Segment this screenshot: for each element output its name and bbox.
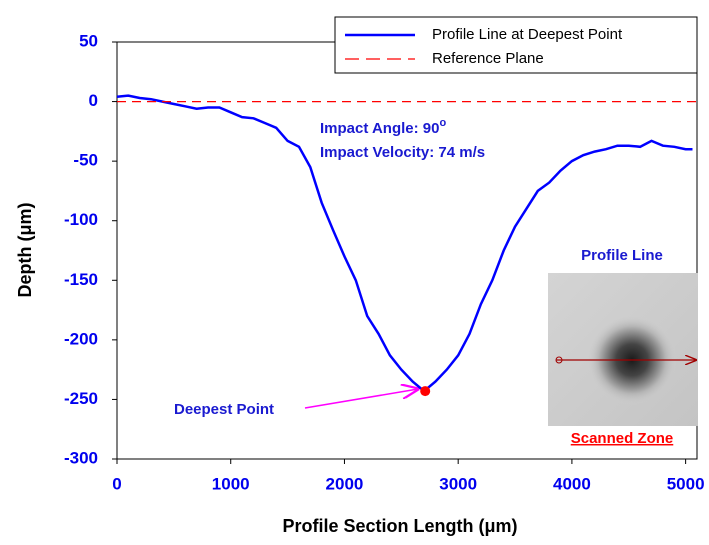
deepest-arrow <box>305 389 418 408</box>
x-tick-label: 4000 <box>553 474 591 493</box>
legend-label: Reference Plane <box>432 50 544 67</box>
y-tick-label: 0 <box>89 91 98 110</box>
inset-title: Profile Line <box>581 247 663 264</box>
y-tick-label: -150 <box>64 270 98 289</box>
x-axis-title: Profile Section Length (μm) <box>282 516 517 536</box>
x-tick-label: 1000 <box>212 474 250 493</box>
inset-caption: Scanned Zone <box>571 430 674 447</box>
y-tick-label: 50 <box>79 31 98 50</box>
impact-velocity: Impact Velocity: 74 m/s <box>320 144 485 161</box>
impact-angle: Impact Angle: 90o <box>320 117 446 137</box>
y-tick-label: -100 <box>64 210 98 229</box>
chart: Profile Section Length (μm) Depth (μm) P… <box>0 0 709 545</box>
impact-angle-superscript: o <box>439 117 446 129</box>
x-tick-label: 2000 <box>326 474 364 493</box>
y-axis-title: Depth (μm) <box>15 202 35 297</box>
y-tick-label: -50 <box>73 151 98 170</box>
impact-angle-text: Impact Angle: 90 <box>320 120 439 137</box>
legend-label: Profile Line at Deepest Point <box>432 26 623 43</box>
x-tick-label: 5000 <box>667 474 705 493</box>
y-tick-label: -250 <box>64 389 98 408</box>
x-tick-label: 3000 <box>439 474 477 493</box>
inset-image <box>548 273 698 426</box>
deepest-point <box>420 386 430 396</box>
deepest-label: Deepest Point <box>174 401 274 418</box>
x-tick-label: 0 <box>112 474 121 493</box>
y-tick-label: -300 <box>64 448 98 467</box>
y-tick-label: -200 <box>64 329 98 348</box>
